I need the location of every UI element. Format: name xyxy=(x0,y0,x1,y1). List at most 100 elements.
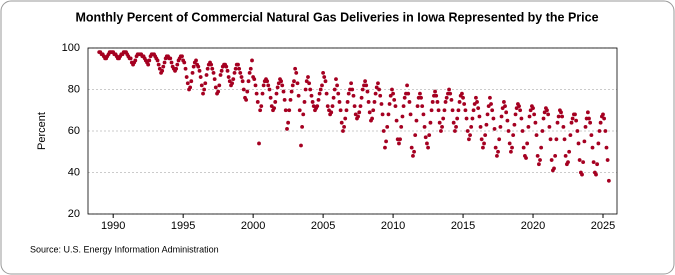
data-point xyxy=(538,158,542,162)
data-point xyxy=(451,120,456,125)
data-point xyxy=(587,116,591,121)
data-point xyxy=(240,79,245,84)
data-point xyxy=(465,129,470,133)
data-point xyxy=(493,145,498,150)
data-point xyxy=(455,116,460,121)
data-point xyxy=(335,83,340,88)
data-point xyxy=(128,56,133,61)
data-point xyxy=(496,149,500,154)
data-point xyxy=(259,104,264,108)
data-point xyxy=(548,137,553,142)
data-point xyxy=(594,172,598,177)
data-point xyxy=(537,162,541,167)
data-point xyxy=(293,66,298,71)
data-point xyxy=(422,124,427,129)
data-point xyxy=(401,104,406,108)
data-point xyxy=(224,64,229,69)
data-point xyxy=(288,97,293,102)
data-point xyxy=(257,141,261,146)
data-point xyxy=(339,120,344,125)
data-point xyxy=(190,71,195,75)
data-point xyxy=(460,91,464,96)
data-point xyxy=(309,93,314,98)
data-point xyxy=(407,100,412,104)
data-point xyxy=(266,83,271,88)
data-point xyxy=(299,143,303,148)
data-point xyxy=(481,145,485,150)
data-point xyxy=(555,120,560,125)
data-point xyxy=(462,102,467,106)
data-point xyxy=(390,87,394,92)
data-point xyxy=(566,160,570,165)
data-point xyxy=(213,85,218,90)
data-point xyxy=(194,58,198,63)
data-point xyxy=(527,114,532,119)
data-point xyxy=(591,160,596,165)
data-point xyxy=(435,100,440,104)
y-tick-label: 100 xyxy=(62,42,80,54)
data-point xyxy=(315,104,320,108)
data-point xyxy=(441,116,446,121)
data-point xyxy=(175,62,180,67)
data-point xyxy=(576,141,581,146)
data-point xyxy=(393,104,398,108)
data-point xyxy=(498,124,503,129)
data-point xyxy=(461,95,465,100)
data-point xyxy=(365,89,370,94)
data-point xyxy=(350,87,355,92)
data-point xyxy=(296,93,301,98)
data-point xyxy=(505,118,510,123)
data-point xyxy=(156,62,161,67)
data-point xyxy=(588,120,593,125)
data-point xyxy=(560,114,565,119)
data-point xyxy=(450,108,455,113)
data-point xyxy=(433,89,437,94)
data-point xyxy=(539,145,544,150)
data-point xyxy=(427,133,432,138)
data-point xyxy=(232,71,237,75)
data-point xyxy=(526,124,531,129)
data-point xyxy=(360,87,365,92)
data-point xyxy=(246,79,251,84)
y-axis-label: Percent xyxy=(36,112,48,150)
data-point xyxy=(253,83,258,88)
data-point xyxy=(604,145,609,150)
data-point xyxy=(231,77,236,82)
data-point xyxy=(308,87,313,92)
data-point xyxy=(306,75,310,79)
data-point xyxy=(499,114,504,119)
data-point xyxy=(370,116,374,121)
data-point xyxy=(398,137,402,142)
data-point xyxy=(598,120,603,125)
data-point xyxy=(546,112,551,117)
data-point xyxy=(428,120,433,125)
data-point xyxy=(146,62,151,67)
data-point xyxy=(541,116,546,121)
data-point xyxy=(448,91,453,96)
data-point xyxy=(549,158,554,162)
data-point xyxy=(273,100,278,104)
chart-title: Monthly Percent of Commercial Natural Ga… xyxy=(75,10,598,24)
data-point xyxy=(425,141,429,146)
data-point xyxy=(485,112,490,117)
data-point xyxy=(336,91,341,96)
data-point xyxy=(525,141,530,146)
data-point xyxy=(317,91,322,96)
data-point xyxy=(554,137,559,142)
data-point xyxy=(540,129,545,133)
data-point xyxy=(606,178,611,183)
data-point xyxy=(423,135,428,140)
data-point xyxy=(468,133,472,138)
data-point xyxy=(573,112,577,117)
data-point xyxy=(279,79,284,84)
data-point xyxy=(373,91,378,96)
data-point xyxy=(386,112,391,117)
data-point xyxy=(605,158,610,162)
data-point xyxy=(399,124,404,129)
data-point xyxy=(322,75,327,79)
data-point xyxy=(495,154,499,158)
data-point xyxy=(183,66,188,71)
data-point xyxy=(535,154,540,158)
data-point xyxy=(502,100,506,104)
data-point xyxy=(332,87,337,92)
